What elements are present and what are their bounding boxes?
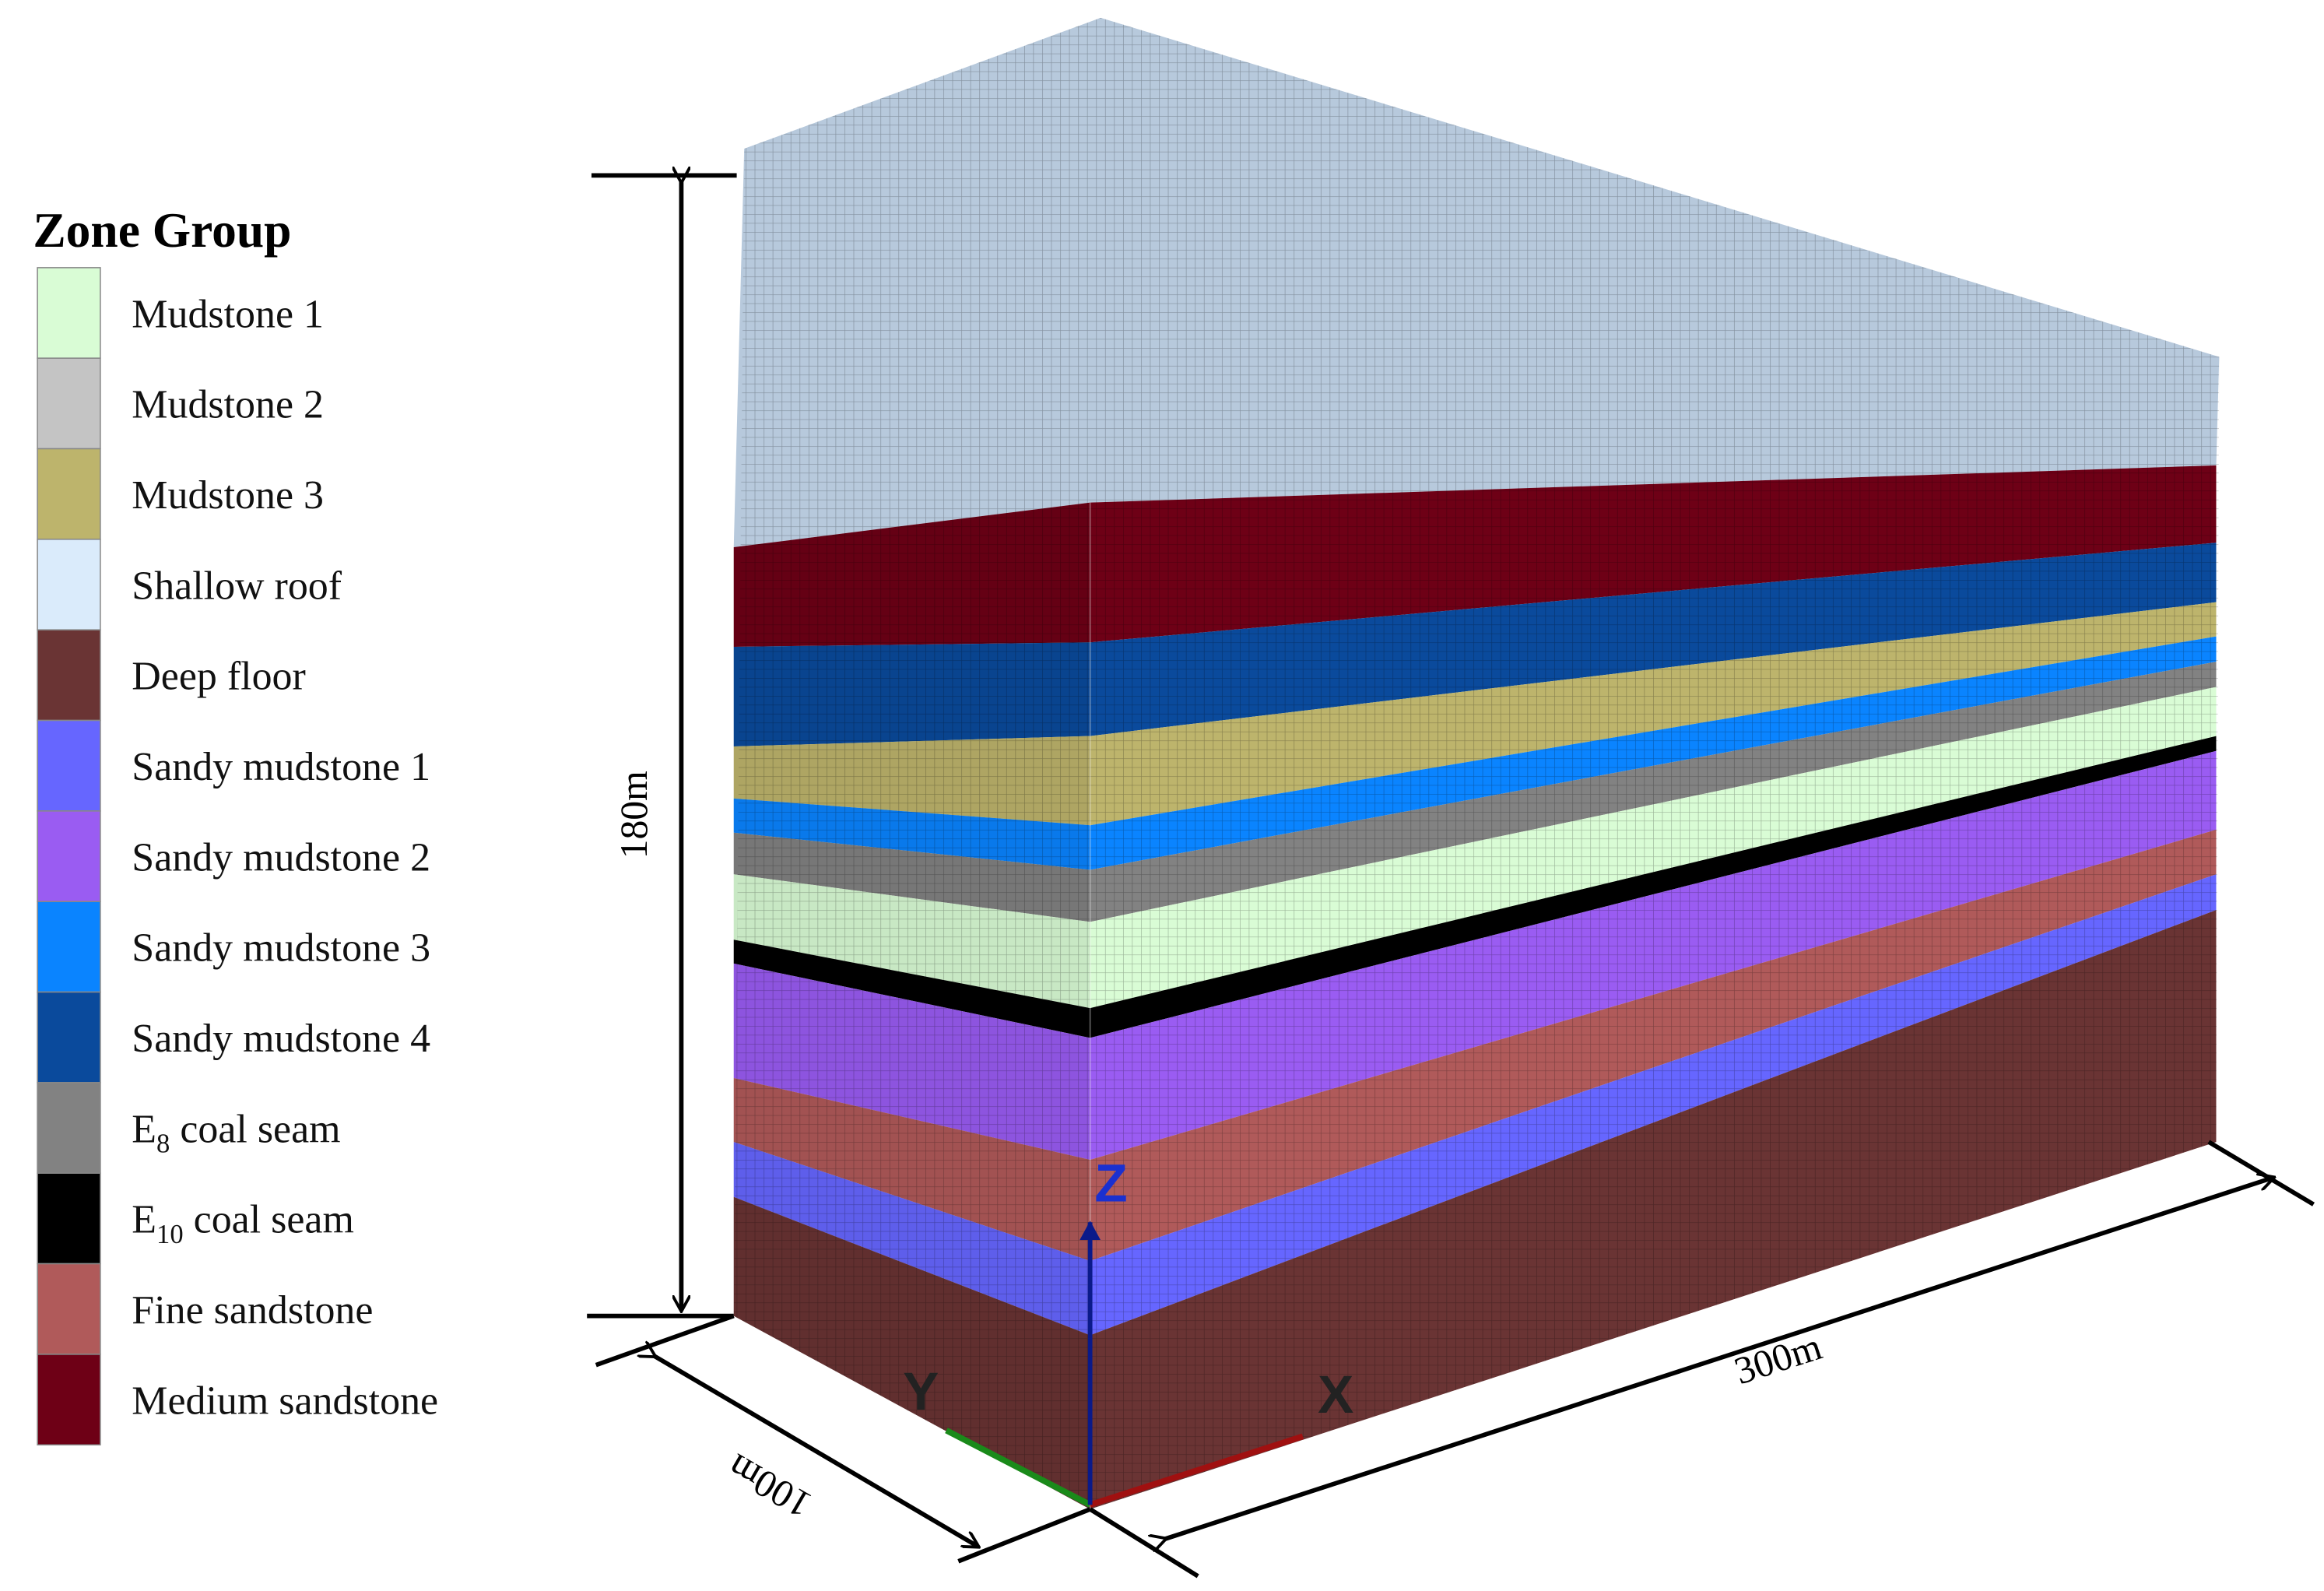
z-axis-label: Z [1094, 1154, 1127, 1213]
legend-label: Mudstone 2 [132, 383, 324, 427]
x-axis-label: X [1318, 1364, 1353, 1424]
legend-label-subscript: 8 [156, 1129, 170, 1159]
width-label: 100m [720, 1445, 818, 1526]
legend-swatch [37, 539, 101, 630]
legend-label-text: Mudstone 2 [132, 383, 324, 427]
legend-label: E10 coal seam [132, 1198, 354, 1249]
legend-label: Mudstone 3 [132, 473, 324, 518]
legend-swatch [37, 810, 101, 902]
legend-label-text: Fine sandstone [132, 1288, 373, 1333]
legend-label-text: Mudstone 1 [132, 292, 324, 336]
legend-swatch [37, 901, 101, 993]
legend-label-text: Sandy mudstone 2 [132, 835, 430, 880]
left-face-shade [733, 502, 1090, 1509]
legend-swatch [37, 629, 101, 722]
legend-label-suffix: coal seam [184, 1198, 354, 1242]
dimension-lines [587, 175, 2315, 1579]
legend-label: Deep floor [132, 655, 306, 699]
legend-label: Sandy mudstone 1 [132, 745, 430, 789]
legend-label-subscript: 10 [156, 1220, 184, 1249]
legend: Mudstone 1 Mudstone 2 Mudstone 3 Shallow ro… [37, 267, 438, 1445]
legend-swatch [37, 991, 101, 1083]
legend-swatch [37, 1354, 101, 1445]
legend-label-text: Sandy mudstone 3 [132, 926, 430, 971]
model [733, 17, 2220, 1509]
axes-triad [945, 1220, 1304, 1508]
legend-swatch [37, 1263, 101, 1355]
legend-swatch [37, 448, 101, 540]
legend-label-suffix: coal seam [170, 1107, 340, 1151]
legend-label: Sandy mudstone 3 [132, 926, 430, 971]
legend-title: Zone Group [33, 203, 291, 258]
legend-swatch [37, 267, 101, 359]
legend-swatch [37, 1172, 101, 1265]
legend-label: Fine sandstone [132, 1288, 373, 1333]
legend-label-text: Deep floor [132, 655, 306, 699]
legend-label-text: E [132, 1198, 156, 1242]
legend-label: Sandy mudstone 4 [132, 1017, 430, 1061]
legend-swatch [37, 1082, 101, 1174]
mesh [733, 17, 2220, 1509]
legend-label: E8 coal seam [132, 1107, 340, 1158]
length-label: 300m [1729, 1325, 1827, 1393]
legend-label-text: Mudstone 3 [132, 473, 324, 518]
legend-label-text: Sandy mudstone 4 [132, 1017, 430, 1061]
legend-label: Mudstone 1 [132, 292, 324, 336]
legend-label: Shallow roof [132, 564, 342, 608]
legend-label-text: E [132, 1107, 156, 1151]
legend-swatch [37, 357, 101, 450]
legend-swatch [37, 719, 101, 812]
legend-label: Sandy mudstone 2 [132, 835, 430, 880]
legend-label-text: Medium sandstone [132, 1379, 438, 1423]
height-label: 180m [613, 771, 655, 859]
legend-label: Medium sandstone [132, 1379, 438, 1423]
legend-label-text: Sandy mudstone 1 [132, 745, 430, 789]
y-axis-label: Y [903, 1361, 939, 1421]
legend-label-text: Shallow roof [132, 564, 342, 608]
